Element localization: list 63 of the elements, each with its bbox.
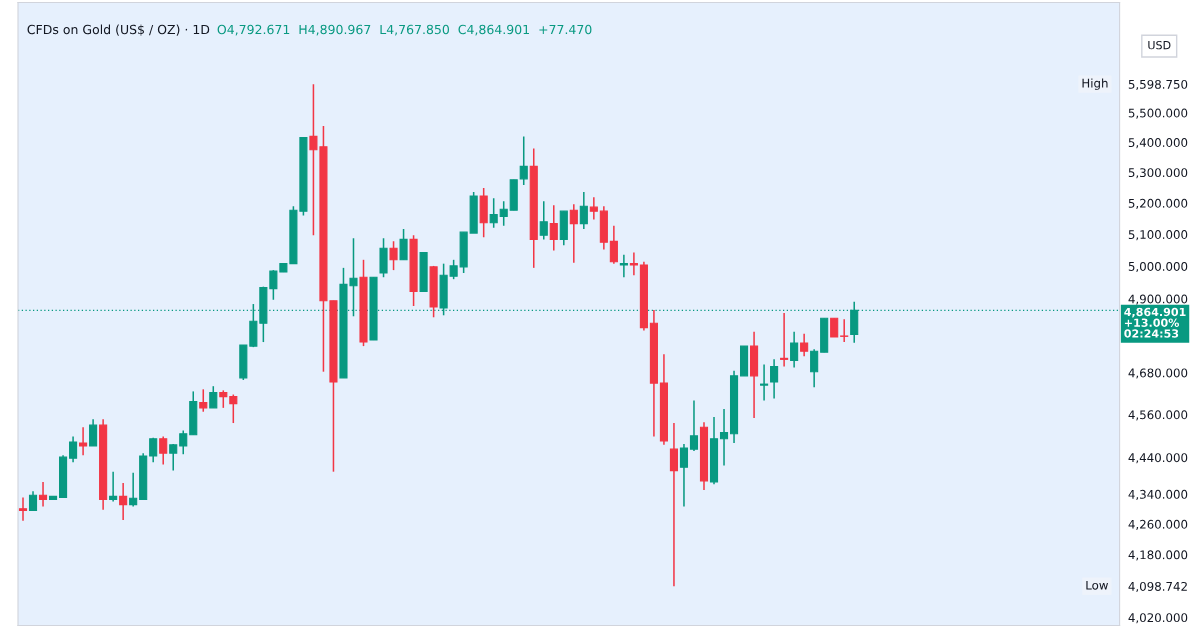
candlestick bbox=[159, 435, 168, 466]
candlestick bbox=[619, 253, 628, 278]
candlestick bbox=[790, 330, 799, 369]
y-tick-label: 5,200.000 bbox=[1128, 198, 1188, 209]
y-tick-label: 4,020.000 bbox=[1128, 613, 1188, 624]
candlestick bbox=[229, 393, 238, 424]
candlestick bbox=[109, 470, 118, 503]
candlestick bbox=[18, 496, 28, 522]
candlestick bbox=[810, 348, 819, 389]
candlestick bbox=[629, 251, 638, 277]
candlestick bbox=[169, 443, 178, 472]
candlestick bbox=[89, 418, 98, 447]
candlestick bbox=[69, 435, 78, 463]
y-tick-label: 5,500.000 bbox=[1128, 108, 1188, 119]
candlestick bbox=[760, 363, 769, 402]
candlestick bbox=[589, 196, 598, 221]
candlestick bbox=[579, 191, 588, 230]
annotation: High bbox=[1082, 78, 1108, 90]
candlestick bbox=[800, 332, 809, 358]
y-tick-label: 4,900.000 bbox=[1128, 294, 1188, 305]
candlestick bbox=[28, 490, 38, 512]
candlestick bbox=[780, 312, 789, 368]
y-tick-label: 4,340.000 bbox=[1128, 489, 1188, 501]
candlestick bbox=[149, 436, 158, 463]
text: O4,792.671 H4,890.967 L4,767.850 C4,864.901 +77.470 bbox=[217, 24, 592, 36]
candlestick bbox=[840, 318, 849, 343]
candlestick bbox=[199, 388, 208, 413]
candlestick bbox=[519, 135, 528, 186]
y-tick-label: 4,180.000 bbox=[1128, 550, 1188, 561]
candlestick bbox=[770, 358, 779, 400]
y-tick-label: 5,400.000 bbox=[1128, 138, 1188, 149]
candlestick bbox=[719, 408, 729, 467]
candlestick bbox=[679, 443, 689, 508]
candlestick bbox=[499, 200, 508, 227]
y-tick-label: 4,260.000 bbox=[1128, 519, 1188, 530]
candlestick bbox=[389, 240, 398, 271]
y-tick-label: 5,598.750 bbox=[1128, 79, 1188, 91]
candlestick bbox=[179, 429, 188, 455]
text: CFDs on Gold (US$ / OZ) · 1D bbox=[27, 24, 210, 36]
candlestick bbox=[209, 385, 218, 409]
annotation: Low bbox=[1086, 580, 1108, 590]
y-tick-label: 5,000.000 bbox=[1128, 261, 1188, 273]
candlestick bbox=[689, 399, 699, 452]
y-tick-label: 4,560.000 bbox=[1128, 410, 1188, 421]
candlestick bbox=[609, 225, 618, 265]
y-tick-label: 5,100.000 bbox=[1128, 230, 1188, 241]
candlestick bbox=[539, 200, 548, 241]
candlestick bbox=[79, 426, 88, 457]
candlestick bbox=[549, 204, 558, 252]
ref-line-label: 4,864.901 +13.00% 02:24:53 bbox=[1124, 307, 1186, 338]
candlestick bbox=[129, 472, 138, 508]
candlestick bbox=[399, 228, 408, 261]
text: USD bbox=[1148, 40, 1171, 50]
candlestick bbox=[569, 203, 578, 264]
y-tick-label: 4,680.000 bbox=[1128, 368, 1188, 379]
candlestick bbox=[119, 482, 128, 521]
y-tick-label: 4,098.742 bbox=[1128, 581, 1187, 593]
candlestick bbox=[489, 197, 498, 229]
candlestick bbox=[830, 317, 839, 338]
y-tick-label: 4,440.000 bbox=[1128, 453, 1188, 464]
candlestick bbox=[38, 481, 48, 508]
y-tick-label: 5,300.000 bbox=[1128, 168, 1188, 179]
candlestick bbox=[669, 422, 679, 587]
